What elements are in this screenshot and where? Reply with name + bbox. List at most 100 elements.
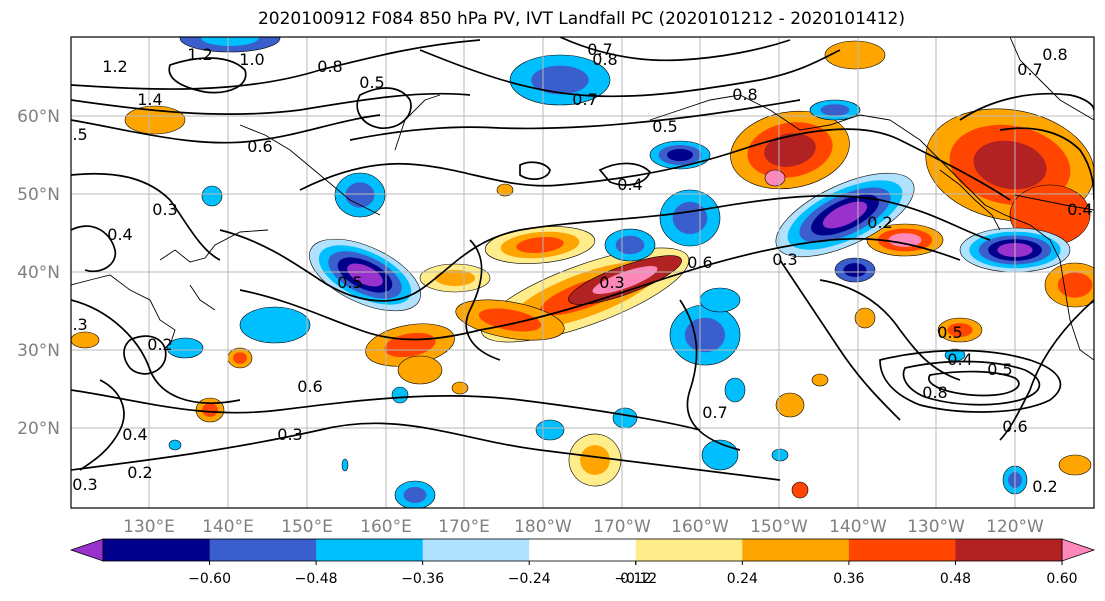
contour-label-2: 1.2: [187, 45, 212, 64]
pc-shade-region-50-0: [168, 439, 182, 451]
contour-label-32: 0.2: [127, 463, 152, 482]
coastline-5: [649, 94, 1094, 361]
pv-contour-12: [559, 37, 791, 62]
pv-contour-24: [959, 92, 1094, 121]
pc-shade-region-1-0: [764, 169, 786, 187]
pc-shade-region-8-1: [434, 270, 476, 286]
pv-contour-29: [71, 225, 117, 273]
coastlines: [71, 37, 1094, 361]
pv-contour-25: [356, 87, 412, 129]
pc-shade-region-30-1: [672, 201, 708, 235]
pc-shade-region-32-2: [667, 148, 693, 162]
map-panel: 1.21.41.2 1.0 0.80.50.70.80.7 0.80.60.50.40…: [62, 36, 1095, 509]
pv-contour-10: [349, 99, 801, 141]
colorbar-extend-low: [69, 538, 104, 562]
colorbar-tick-label-5: 0.12: [620, 571, 651, 587]
pc-shade-region-21-0: [775, 392, 805, 418]
contour-label-36: 0.2: [1032, 477, 1057, 496]
colorbar-segment-5: [635, 539, 743, 561]
pc-shade-region-36-0: [239, 306, 311, 344]
colorbar-segment-1: [209, 539, 317, 561]
colorbar-segment-7: [848, 539, 956, 561]
pv-contour-13: [999, 299, 1094, 441]
coastline-3: [394, 94, 441, 151]
contour-label-24: 0.6: [297, 377, 322, 396]
lat-label-0: 60°N: [17, 107, 60, 127]
colorbar-segment-4: [529, 539, 637, 561]
lon-label-5: 180°W: [514, 517, 572, 537]
lon-label-9: 140°W: [829, 517, 887, 537]
pv-contour-labels: 1.21.41.2 1.0 0.80.50.70.80.7 0.80.60.50.40…: [62, 40, 1093, 496]
contour-label-14: 0.8: [1042, 45, 1067, 64]
contour-label-26: 0.5: [987, 360, 1012, 379]
lon-label-8: 150°W: [750, 517, 808, 537]
contour-label-7: 0.8: [592, 50, 617, 69]
pc-shade-region-20-1: [580, 445, 610, 475]
coastline-4: [189, 284, 216, 311]
contour-label-17: 0.3: [152, 200, 177, 219]
pc-shade-region-45-0: [612, 407, 638, 429]
colorbar-tick-label-2: −0.36: [401, 571, 444, 587]
pv-contours: [71, 37, 1094, 481]
pc-shade-region-16-1: [947, 323, 973, 337]
pc-shade-region-42-0: [724, 377, 746, 403]
contour-label-10: 0.6: [247, 137, 272, 156]
contour-label-1: 1.4: [137, 90, 162, 109]
contour-label-25: 0.4: [947, 350, 972, 369]
contour-label-28: 0.7: [702, 403, 727, 422]
contour-label-20: 0.6: [687, 253, 712, 272]
map-frame: [70, 36, 1095, 509]
pv-contour-15: [902, 360, 1041, 406]
latitude-labels: 60°N 50°N 40°N 30°N 20°N: [17, 107, 60, 439]
colorbar: −0.60 −0.48 −0.36 −0.24 −0.120.12 0.24 0.36 0.4…: [69, 538, 1096, 587]
contour-label-34: 0.3: [62, 315, 87, 334]
colorbar-segment-3: [422, 539, 530, 561]
pc-shade-region-11-0: [397, 355, 443, 385]
lon-label-7: 160°W: [671, 517, 729, 537]
pv-contour-2: [71, 114, 381, 144]
lon-label-1: 140°E: [202, 517, 254, 537]
contour-label-13: 0.7: [1017, 60, 1042, 79]
pc-shade-region-9-1: [478, 308, 542, 332]
map-title: 2020100912 F084 850 hPa PV, IVT Landfall…: [257, 9, 905, 29]
coastline-1: [159, 229, 269, 263]
contour-label-33: 0.2: [147, 335, 172, 354]
pc-shade-region-18-0: [824, 40, 886, 70]
pv-contour-1: [71, 92, 471, 115]
coastline-7: [939, 169, 1001, 231]
lon-label-4: 170°E: [438, 517, 490, 537]
pc-shade-region-25-0: [811, 373, 829, 387]
graticule: [71, 37, 1094, 508]
pc-shade-region-17-1: [1057, 272, 1093, 298]
pc-shade-region-33-1: [531, 65, 589, 95]
pc-shade-region-22-0: [854, 307, 876, 329]
pc-shade-region-0-2: [764, 133, 816, 167]
pv-contour-4: [71, 299, 241, 404]
pv-contour-3: [71, 172, 221, 261]
pv-contour-11: [419, 49, 841, 98]
colorbar-tick-label-7: 0.36: [833, 571, 864, 587]
pv-contour-17: [679, 299, 741, 451]
pv-contour-20: [79, 379, 125, 471]
pv-contour-27: [598, 162, 651, 186]
pc-shade-region-38-1: [684, 317, 726, 353]
lat-label-1: 50°N: [17, 185, 60, 205]
pc-shade-region-43-0: [701, 439, 739, 471]
contour-label-21: 0.3: [772, 250, 797, 269]
pc-shade-region-15-0: [71, 331, 100, 349]
lat-label-4: 20°N: [17, 419, 60, 439]
pc-shade-region-39-0: [699, 287, 741, 313]
pv-contour-21: [465, 239, 501, 361]
contour-label-23: 0.5: [337, 273, 362, 292]
contour-label-9: 0.8: [732, 85, 757, 104]
pc-shade-region-49-0: [391, 386, 409, 404]
pv-contour-19: [123, 335, 167, 375]
colorbar-tick-label-3: −0.24: [508, 571, 551, 587]
pc-shade-region-7-2: [516, 236, 564, 254]
contour-label-18: 0.2: [867, 213, 892, 232]
colorbar-tick-label-0: −0.60: [188, 571, 231, 587]
coastline-8: [1014, 194, 1094, 211]
pc-shade-region-27-4: [822, 201, 868, 229]
lon-label-6: 170°W: [593, 517, 651, 537]
